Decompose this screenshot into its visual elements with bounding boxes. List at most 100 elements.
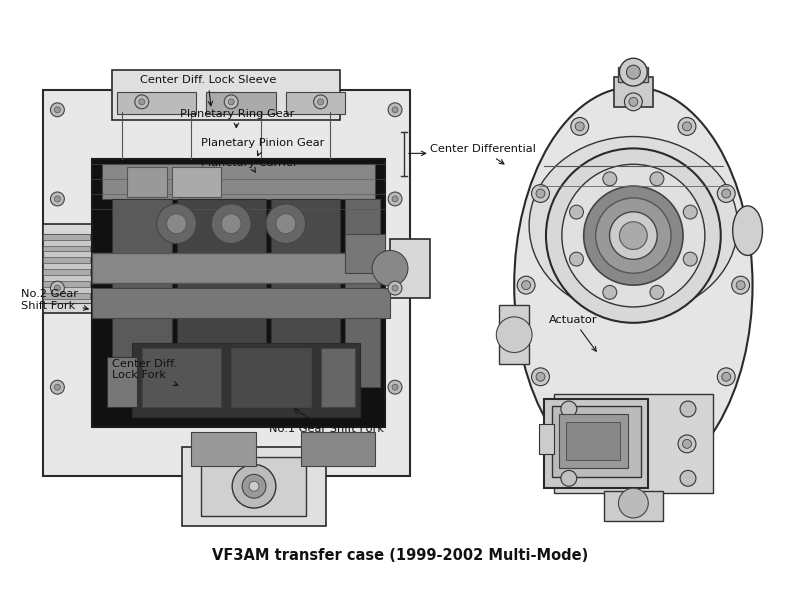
Circle shape <box>54 196 60 202</box>
Circle shape <box>682 439 691 448</box>
Circle shape <box>722 373 730 381</box>
Circle shape <box>570 252 583 266</box>
Circle shape <box>680 401 696 417</box>
Circle shape <box>536 189 545 198</box>
Bar <box>566 422 621 460</box>
Circle shape <box>166 214 186 233</box>
Circle shape <box>50 380 64 394</box>
Circle shape <box>625 93 642 111</box>
Bar <box>142 347 222 407</box>
Ellipse shape <box>514 87 753 483</box>
Circle shape <box>584 186 683 285</box>
Bar <box>202 457 306 516</box>
Text: Actuator: Actuator <box>549 315 598 351</box>
Circle shape <box>629 97 638 106</box>
Bar <box>42 245 90 251</box>
Text: Center Differential: Center Differential <box>430 145 536 164</box>
Text: Planetary Ring Gear: Planetary Ring Gear <box>179 109 294 128</box>
Text: VF3AM transfer case (1999-2002 Multi-Mode): VF3AM transfer case (1999-2002 Multi-Mod… <box>212 548 588 563</box>
Circle shape <box>157 204 197 244</box>
Circle shape <box>50 103 64 117</box>
Bar <box>171 167 222 197</box>
Circle shape <box>626 65 640 79</box>
Circle shape <box>392 384 398 390</box>
Circle shape <box>722 189 730 198</box>
Bar <box>539 424 554 454</box>
Ellipse shape <box>733 206 762 256</box>
Circle shape <box>135 95 149 109</box>
Text: Planetary Carrier: Planetary Carrier <box>202 158 298 172</box>
Circle shape <box>517 276 535 294</box>
Circle shape <box>276 214 296 233</box>
Bar <box>346 233 385 273</box>
Bar <box>107 358 137 407</box>
Circle shape <box>682 122 691 131</box>
Bar <box>301 432 375 466</box>
Text: Planetary Pinion Gear: Planetary Pinion Gear <box>202 139 325 155</box>
Circle shape <box>561 401 577 417</box>
Text: Center Diff.
Lock Fork: Center Diff. Lock Fork <box>112 359 178 386</box>
Circle shape <box>314 95 327 109</box>
Circle shape <box>603 286 617 299</box>
Bar <box>321 347 355 407</box>
Bar <box>42 281 90 287</box>
Bar <box>92 288 390 318</box>
Circle shape <box>650 286 664 299</box>
Circle shape <box>619 58 647 86</box>
Circle shape <box>596 198 671 273</box>
Circle shape <box>732 276 750 294</box>
Circle shape <box>50 281 64 295</box>
Circle shape <box>610 212 658 259</box>
Bar <box>231 347 310 407</box>
Circle shape <box>683 252 698 266</box>
Circle shape <box>718 185 735 202</box>
Circle shape <box>625 460 642 478</box>
Circle shape <box>388 192 402 206</box>
Circle shape <box>536 373 545 381</box>
Bar <box>42 233 92 303</box>
Circle shape <box>50 192 64 206</box>
Bar <box>112 70 341 119</box>
Circle shape <box>54 107 60 113</box>
Text: No.1 Gear Shift Fork: No.1 Gear Shift Fork <box>269 409 384 434</box>
Bar <box>102 164 375 199</box>
Circle shape <box>388 281 402 295</box>
Circle shape <box>522 281 530 290</box>
Circle shape <box>562 164 705 307</box>
Bar <box>191 432 256 466</box>
Circle shape <box>211 204 251 244</box>
Circle shape <box>242 475 266 498</box>
Circle shape <box>266 204 306 244</box>
Circle shape <box>736 281 745 290</box>
Bar <box>206 92 276 114</box>
Circle shape <box>531 185 550 202</box>
Circle shape <box>575 122 584 131</box>
Bar <box>603 491 663 521</box>
Text: No.2 Gear
Shift Fork: No.2 Gear Shift Fork <box>21 289 88 311</box>
Text: Center Diff. Lock Sleeve: Center Diff. Lock Sleeve <box>140 75 276 106</box>
Bar <box>271 199 341 387</box>
Circle shape <box>531 368 550 386</box>
Bar <box>42 90 410 476</box>
Circle shape <box>678 118 696 136</box>
Circle shape <box>718 368 735 386</box>
Circle shape <box>388 380 402 394</box>
Bar <box>92 160 385 427</box>
Circle shape <box>683 205 698 219</box>
Circle shape <box>232 464 276 508</box>
Circle shape <box>388 103 402 117</box>
Circle shape <box>392 285 398 291</box>
Bar <box>112 199 171 387</box>
Circle shape <box>139 99 145 105</box>
Circle shape <box>54 285 60 291</box>
Bar <box>132 343 360 417</box>
Bar <box>42 269 90 275</box>
Bar <box>559 414 629 469</box>
Circle shape <box>680 470 696 486</box>
Bar <box>544 399 648 488</box>
Circle shape <box>571 435 589 453</box>
Bar <box>127 167 166 197</box>
Circle shape <box>618 488 648 518</box>
Bar <box>618 67 648 82</box>
Circle shape <box>496 317 532 353</box>
